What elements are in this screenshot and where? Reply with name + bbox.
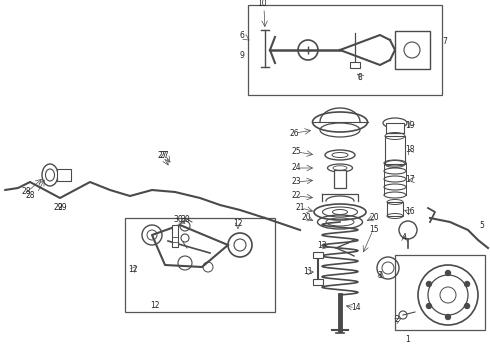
- Text: 13: 13: [317, 242, 327, 251]
- Bar: [313, 279, 323, 285]
- Circle shape: [465, 282, 469, 287]
- Text: 29: 29: [57, 202, 67, 211]
- Bar: [125, 218, 275, 312]
- Text: 5: 5: [480, 220, 485, 230]
- Bar: [395, 255, 485, 330]
- Text: 19: 19: [405, 122, 415, 130]
- Text: 16: 16: [405, 207, 415, 216]
- Text: 30: 30: [173, 216, 183, 225]
- Text: 25: 25: [291, 148, 301, 157]
- Text: 24: 24: [291, 163, 301, 172]
- Text: 12: 12: [128, 266, 138, 274]
- Text: 8: 8: [358, 73, 363, 82]
- Bar: [395, 31, 430, 69]
- Bar: [248, 5, 442, 95]
- Text: 29: 29: [53, 203, 63, 212]
- Text: 22: 22: [291, 192, 301, 201]
- Text: 4: 4: [402, 234, 406, 243]
- Text: 20: 20: [301, 213, 311, 222]
- Text: 14: 14: [351, 303, 361, 312]
- Text: 12: 12: [150, 301, 160, 310]
- Text: 2: 2: [394, 315, 399, 324]
- Text: 7: 7: [442, 37, 447, 46]
- Text: 21: 21: [295, 203, 305, 212]
- Bar: [350, 62, 360, 68]
- Text: 28: 28: [25, 190, 35, 199]
- Text: 15: 15: [369, 225, 379, 234]
- Text: 30: 30: [180, 216, 190, 225]
- Bar: [387, 202, 403, 216]
- Bar: [386, 123, 404, 133]
- Circle shape: [465, 303, 469, 309]
- Circle shape: [426, 303, 432, 309]
- Text: 9: 9: [240, 50, 245, 59]
- Circle shape: [445, 270, 450, 275]
- Text: 18: 18: [405, 145, 415, 154]
- Bar: [313, 252, 323, 258]
- Text: 10: 10: [257, 0, 267, 8]
- Bar: [385, 136, 405, 164]
- Circle shape: [445, 315, 450, 320]
- Text: 1: 1: [406, 336, 411, 345]
- Text: 3: 3: [378, 270, 382, 279]
- Bar: [172, 225, 178, 247]
- Text: 28: 28: [21, 188, 31, 197]
- Text: 6: 6: [240, 31, 245, 40]
- Text: 11: 11: [303, 267, 313, 276]
- Text: 27: 27: [159, 150, 169, 159]
- Text: 23: 23: [291, 177, 301, 186]
- Bar: [334, 170, 346, 188]
- Text: 26: 26: [289, 129, 299, 138]
- Text: 12: 12: [233, 220, 243, 229]
- Circle shape: [426, 282, 432, 287]
- Bar: [57, 169, 71, 181]
- Text: 27: 27: [157, 150, 167, 159]
- Text: 17: 17: [405, 175, 415, 184]
- Text: 20: 20: [369, 213, 379, 222]
